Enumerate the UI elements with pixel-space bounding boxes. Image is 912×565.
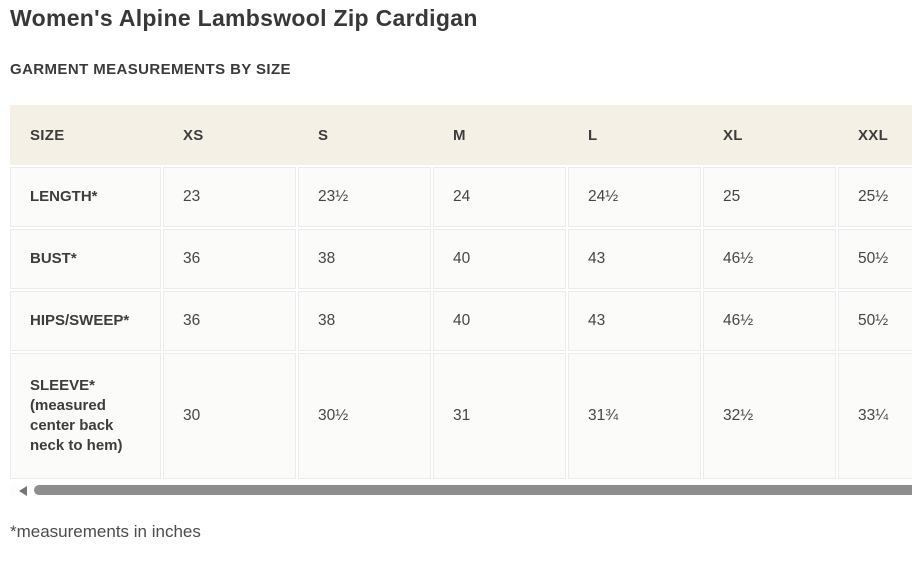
cell-bust-xs: 36 xyxy=(163,229,298,291)
cell-sleeve-l: 31¾ xyxy=(568,353,703,481)
row-label-length: LENGTH* xyxy=(10,167,163,229)
cell-bust-xxl: 50½ xyxy=(838,229,912,291)
cell-hips-xs: 36 xyxy=(163,291,298,353)
section-heading: GARMENT MEASUREMENTS BY SIZE xyxy=(10,61,291,78)
horizontal-scrollbar[interactable] xyxy=(10,484,912,497)
cell-length-l: 24½ xyxy=(568,167,703,229)
cell-sleeve-xs: 30 xyxy=(163,353,298,481)
column-header-xxl: XXL xyxy=(838,105,912,167)
page-title: Women's Alpine Lambswool Zip Cardigan xyxy=(10,5,478,31)
column-header-m: M xyxy=(433,105,568,167)
table-row-length: LENGTH* 23 23½ 24 24½ 25 25½ xyxy=(10,167,912,229)
cell-sleeve-s: 30½ xyxy=(298,353,433,481)
header-row: SIZE XS S M L XL XXL xyxy=(10,105,912,167)
column-header-s: S xyxy=(298,105,433,167)
cell-hips-xxl: 50½ xyxy=(838,291,912,353)
cell-length-xs: 23 xyxy=(163,167,298,229)
scrollbar-thumb[interactable] xyxy=(34,485,912,495)
cell-hips-m: 40 xyxy=(433,291,568,353)
cell-sleeve-xxl: 33¼ xyxy=(838,353,912,481)
cell-length-xxl: 25½ xyxy=(838,167,912,229)
size-chart-table: SIZE XS S M L XL XXL LENGTH* 23 23½ 24 2… xyxy=(10,105,912,481)
column-header-l: L xyxy=(568,105,703,167)
cell-length-m: 24 xyxy=(433,167,568,229)
column-header-xs: XS xyxy=(163,105,298,167)
cell-bust-s: 38 xyxy=(298,229,433,291)
row-label-sleeve: SLEEVE* (measured center back neck to he… xyxy=(10,353,163,481)
table-row-sleeve: SLEEVE* (measured center back neck to he… xyxy=(10,353,912,481)
cell-hips-l: 43 xyxy=(568,291,703,353)
cell-bust-l: 43 xyxy=(568,229,703,291)
cell-bust-xl: 46½ xyxy=(703,229,838,291)
size-chart-scroll-viewport[interactable]: SIZE XS S M L XL XXL LENGTH* 23 23½ 24 2… xyxy=(10,105,912,481)
cell-sleeve-m: 31 xyxy=(433,353,568,481)
cell-hips-s: 38 xyxy=(298,291,433,353)
table-row-bust: BUST* 36 38 40 43 46½ 50½ xyxy=(10,229,912,291)
cell-hips-xl: 46½ xyxy=(703,291,838,353)
column-header-xl: XL xyxy=(703,105,838,167)
column-header-size: SIZE xyxy=(10,105,163,167)
row-label-bust: BUST* xyxy=(10,229,163,291)
cell-length-s: 23½ xyxy=(298,167,433,229)
scrollbar-left-arrow-icon[interactable] xyxy=(19,486,27,496)
cell-bust-m: 40 xyxy=(433,229,568,291)
cell-sleeve-xl: 32½ xyxy=(703,353,838,481)
table-row-hips-sweep: HIPS/SWEEP* 36 38 40 43 46½ 50½ xyxy=(10,291,912,353)
row-label-hips-sweep: HIPS/SWEEP* xyxy=(10,291,163,353)
measurements-footnote: *measurements in inches xyxy=(10,522,201,541)
cell-length-xl: 25 xyxy=(703,167,838,229)
